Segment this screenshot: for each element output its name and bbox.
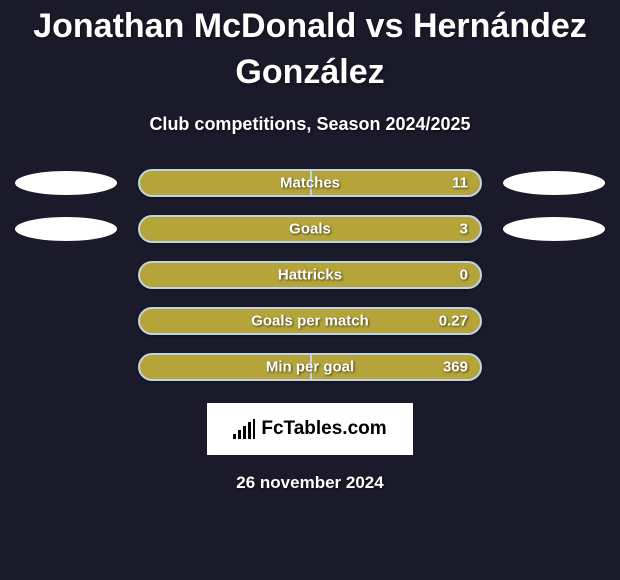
left-slot xyxy=(15,355,117,379)
stats-section: Matches11 Goals3 Hattricks0 Goals per match… xyxy=(0,169,620,381)
stat-bar: Matches11 xyxy=(138,169,482,197)
player-oval-right xyxy=(503,171,605,195)
stat-value: 3 xyxy=(460,220,468,237)
stat-row: Matches11 xyxy=(15,169,605,197)
stat-row: Goals per match0.27 xyxy=(15,307,605,335)
right-slot xyxy=(503,355,605,379)
stat-bar: Goals per match0.27 xyxy=(138,307,482,335)
right-slot xyxy=(503,217,605,241)
right-slot xyxy=(503,309,605,333)
fctables-logo[interactable]: FcTables.com xyxy=(207,403,413,455)
stat-label: Goals xyxy=(140,220,480,237)
page: Jonathan McDonald vs Hernández González … xyxy=(0,0,620,493)
stat-label: Min per goal xyxy=(140,358,480,375)
stat-value: 11 xyxy=(452,174,468,191)
stat-label: Goals per match xyxy=(140,312,480,329)
player-oval-right xyxy=(503,217,605,241)
player-oval-left xyxy=(15,171,117,195)
footer-date: 26 november 2024 xyxy=(236,473,383,493)
stat-row: Hattricks0 xyxy=(15,261,605,289)
left-slot xyxy=(15,217,117,241)
stat-label: Matches xyxy=(140,174,480,191)
page-title: Jonathan McDonald vs Hernández González xyxy=(0,4,620,96)
right-slot xyxy=(503,263,605,287)
right-slot xyxy=(503,171,605,195)
stat-bar: Hattricks0 xyxy=(138,261,482,289)
chart-icon xyxy=(233,419,255,439)
stat-row: Goals3 xyxy=(15,215,605,243)
stat-label: Hattricks xyxy=(140,266,480,283)
left-slot xyxy=(15,171,117,195)
stat-row: Min per goal369 xyxy=(15,353,605,381)
page-subtitle: Club competitions, Season 2024/2025 xyxy=(149,114,470,135)
stat-bar: Min per goal369 xyxy=(138,353,482,381)
left-slot xyxy=(15,309,117,333)
left-slot xyxy=(15,263,117,287)
stat-value: 0 xyxy=(460,266,468,283)
player-oval-left xyxy=(15,217,117,241)
logo-text: FcTables.com xyxy=(261,418,386,440)
stat-value: 0.27 xyxy=(439,312,468,329)
stat-value: 369 xyxy=(443,358,468,375)
stat-bar: Goals3 xyxy=(138,215,482,243)
